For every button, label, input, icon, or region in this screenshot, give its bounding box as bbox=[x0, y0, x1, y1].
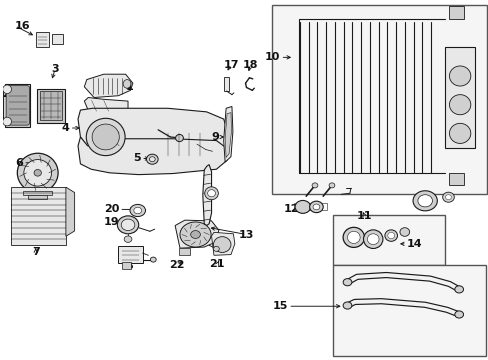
Ellipse shape bbox=[149, 157, 155, 162]
Bar bbox=[122, 262, 131, 269]
Ellipse shape bbox=[399, 228, 409, 236]
Text: 8: 8 bbox=[125, 261, 133, 271]
Text: 1: 1 bbox=[126, 82, 134, 92]
Bar bbox=[40, 91, 62, 120]
Ellipse shape bbox=[134, 207, 142, 214]
Ellipse shape bbox=[213, 237, 230, 252]
Bar bbox=[5, 84, 30, 127]
Ellipse shape bbox=[363, 230, 382, 248]
Ellipse shape bbox=[190, 230, 200, 238]
Ellipse shape bbox=[3, 117, 12, 126]
Ellipse shape bbox=[347, 231, 359, 243]
Ellipse shape bbox=[130, 204, 145, 217]
Text: 2: 2 bbox=[2, 89, 10, 99]
Ellipse shape bbox=[454, 311, 463, 318]
Ellipse shape bbox=[213, 246, 219, 251]
Ellipse shape bbox=[445, 195, 450, 200]
Text: 20: 20 bbox=[104, 204, 119, 215]
Ellipse shape bbox=[387, 232, 394, 239]
Ellipse shape bbox=[343, 279, 351, 286]
Ellipse shape bbox=[312, 204, 319, 210]
Ellipse shape bbox=[117, 216, 139, 234]
Ellipse shape bbox=[294, 201, 310, 213]
Bar bbox=[293, 203, 326, 211]
Polygon shape bbox=[84, 98, 128, 113]
Ellipse shape bbox=[146, 154, 158, 164]
Text: 22: 22 bbox=[168, 260, 184, 270]
Polygon shape bbox=[224, 113, 231, 157]
Text: 12: 12 bbox=[283, 204, 298, 215]
Ellipse shape bbox=[309, 201, 323, 213]
Bar bbox=[224, 77, 228, 91]
Ellipse shape bbox=[24, 159, 51, 186]
Ellipse shape bbox=[366, 234, 378, 244]
Ellipse shape bbox=[448, 95, 470, 115]
Bar bbox=[444, 47, 474, 148]
Text: 16: 16 bbox=[15, 21, 30, 31]
Polygon shape bbox=[84, 74, 133, 98]
Text: 21: 21 bbox=[209, 259, 224, 269]
Ellipse shape bbox=[412, 191, 436, 211]
Ellipse shape bbox=[123, 80, 131, 88]
Ellipse shape bbox=[448, 123, 470, 143]
Bar bbox=[36, 32, 49, 46]
Bar bbox=[448, 6, 463, 19]
Ellipse shape bbox=[384, 230, 397, 241]
Text: 6: 6 bbox=[15, 158, 23, 168]
Ellipse shape bbox=[34, 170, 41, 176]
Ellipse shape bbox=[121, 219, 135, 230]
Bar bbox=[23, 191, 52, 195]
Text: 10: 10 bbox=[264, 52, 280, 62]
Ellipse shape bbox=[448, 66, 470, 86]
Bar bbox=[332, 265, 485, 356]
Text: 15: 15 bbox=[272, 301, 287, 311]
Text: 4: 4 bbox=[62, 123, 70, 133]
Bar bbox=[28, 194, 47, 199]
Polygon shape bbox=[66, 187, 75, 236]
Text: 13: 13 bbox=[238, 230, 254, 239]
Bar bbox=[12, 187, 66, 245]
Ellipse shape bbox=[124, 236, 132, 242]
Ellipse shape bbox=[311, 183, 317, 188]
Polygon shape bbox=[78, 137, 226, 175]
Text: 19: 19 bbox=[103, 217, 119, 227]
Polygon shape bbox=[203, 165, 211, 226]
Bar bbox=[52, 34, 63, 44]
Ellipse shape bbox=[207, 190, 215, 197]
Polygon shape bbox=[223, 107, 232, 162]
Bar bbox=[179, 248, 189, 255]
Ellipse shape bbox=[150, 257, 156, 262]
Bar bbox=[271, 5, 486, 194]
Ellipse shape bbox=[180, 222, 211, 247]
Bar bbox=[3, 89, 12, 122]
Text: 17: 17 bbox=[223, 59, 238, 69]
Ellipse shape bbox=[92, 124, 119, 150]
Text: 5: 5 bbox=[133, 153, 141, 163]
Ellipse shape bbox=[17, 153, 58, 192]
Polygon shape bbox=[78, 108, 229, 158]
Bar bbox=[448, 173, 463, 185]
Ellipse shape bbox=[442, 192, 453, 202]
Ellipse shape bbox=[86, 118, 125, 156]
Ellipse shape bbox=[3, 85, 12, 94]
Text: 7: 7 bbox=[32, 247, 40, 257]
Bar bbox=[37, 89, 65, 123]
Polygon shape bbox=[211, 232, 234, 255]
FancyBboxPatch shape bbox=[6, 86, 29, 125]
Ellipse shape bbox=[328, 183, 334, 188]
Bar bbox=[332, 215, 444, 265]
Text: 3: 3 bbox=[51, 64, 59, 74]
Text: 9: 9 bbox=[210, 132, 219, 142]
Text: 14: 14 bbox=[406, 239, 422, 249]
Text: 11: 11 bbox=[356, 211, 371, 221]
Polygon shape bbox=[175, 220, 219, 248]
Ellipse shape bbox=[343, 302, 351, 309]
Ellipse shape bbox=[204, 187, 218, 200]
Ellipse shape bbox=[343, 227, 364, 247]
Ellipse shape bbox=[175, 134, 183, 141]
Text: 18: 18 bbox=[242, 59, 258, 69]
Ellipse shape bbox=[454, 286, 463, 293]
Bar bbox=[118, 246, 142, 263]
Ellipse shape bbox=[417, 195, 431, 207]
